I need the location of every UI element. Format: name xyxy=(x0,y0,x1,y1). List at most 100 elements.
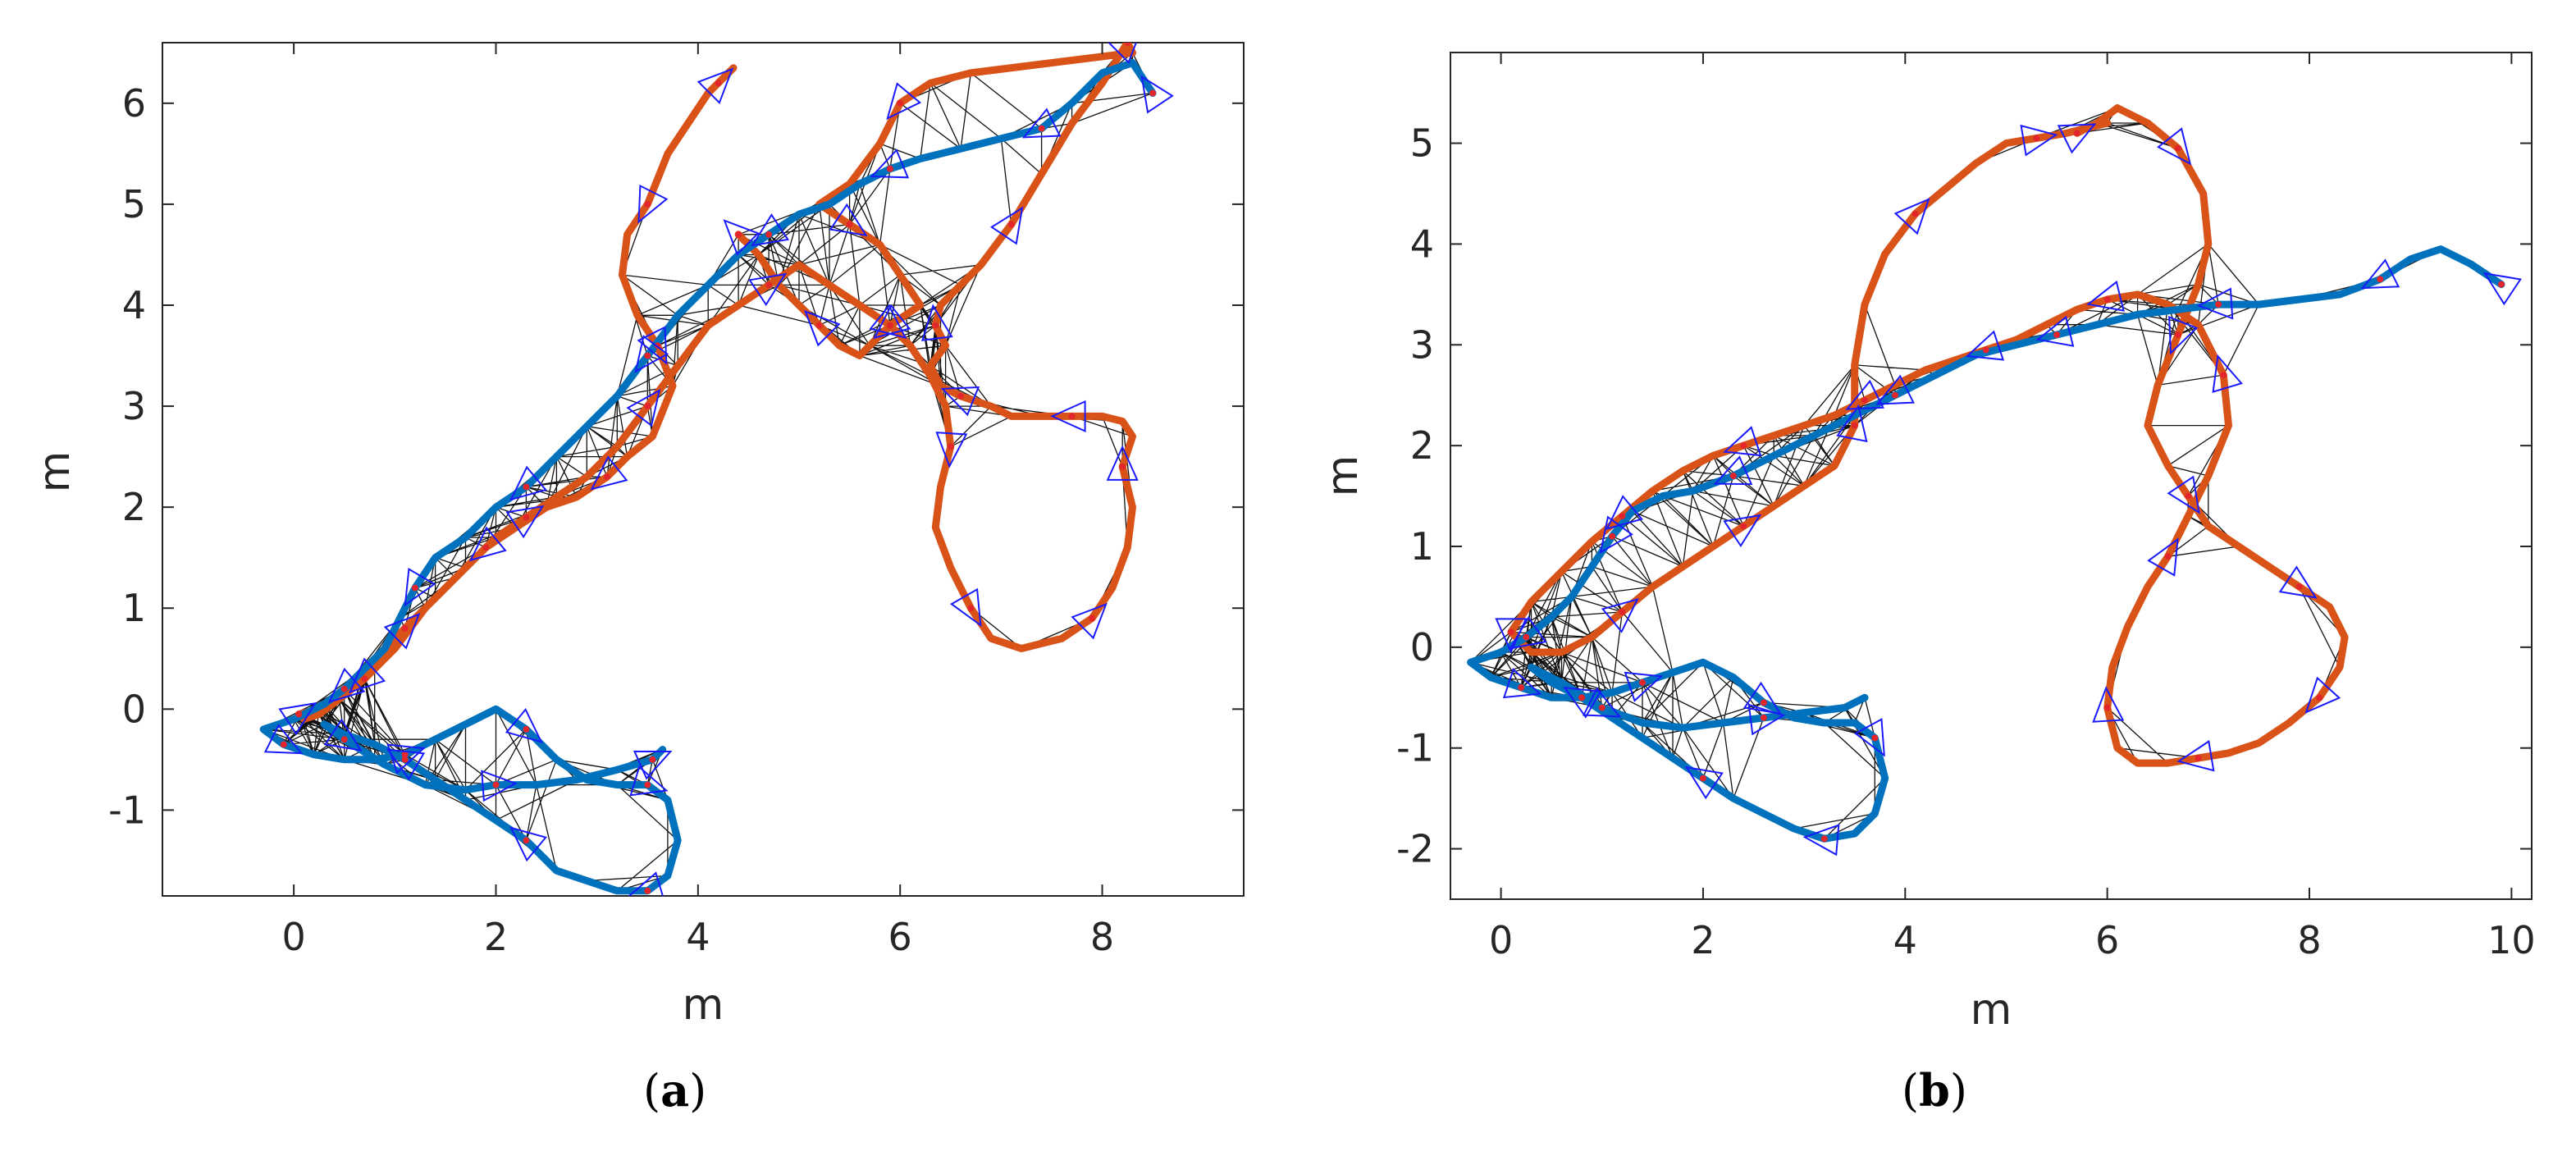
pose-marker xyxy=(723,219,760,256)
y-tick-label: 6 xyxy=(122,81,146,126)
pose-marker xyxy=(990,206,1024,245)
x-axis-label-a: m xyxy=(683,980,724,1030)
y-tick-label: 4 xyxy=(1410,222,1434,266)
series-a xyxy=(259,43,1157,895)
pose-point xyxy=(644,352,651,359)
pose-marker xyxy=(1502,668,1542,699)
pose-marker xyxy=(2168,315,2199,355)
x-tick-label: 0 xyxy=(281,915,305,959)
pose-point xyxy=(1598,704,1605,711)
pose-marker xyxy=(935,432,968,468)
pose-point xyxy=(361,675,368,683)
pose-marker xyxy=(1747,703,1786,736)
pose-point xyxy=(1871,734,1879,742)
pose-point xyxy=(2073,130,2080,137)
pose-point xyxy=(1820,835,1828,843)
pose-marker xyxy=(2196,287,2234,320)
pose-point xyxy=(401,756,409,763)
pose-point xyxy=(1760,699,1767,706)
pose-point xyxy=(1124,43,1131,46)
x-tick-label: 10 xyxy=(2487,918,2536,962)
plot-frame-a xyxy=(162,42,1245,897)
pose-marker xyxy=(2176,739,2215,772)
pose-point xyxy=(846,221,853,228)
panel-b: 0 2 4 6 8 10 -2 -1 0 1 2 3 4 5 m m (b) xyxy=(1318,52,2536,1117)
pose-marker xyxy=(1742,681,1782,715)
pose-point xyxy=(2103,296,2111,303)
y-tick-label: 2 xyxy=(1410,423,1434,468)
pose-point xyxy=(1740,442,1747,450)
plot-frame-b xyxy=(1450,52,2533,900)
pose-point xyxy=(1851,422,1858,429)
pose-point xyxy=(2174,331,2181,338)
x-tick-label: 4 xyxy=(1893,918,1917,962)
pose-point xyxy=(1038,125,1045,132)
pose-marker xyxy=(1965,330,2005,361)
pose-point xyxy=(2195,755,2202,761)
pose-marker xyxy=(1050,400,1086,432)
pose-point xyxy=(523,725,530,733)
pose-marker xyxy=(870,148,910,179)
pose-marker xyxy=(1582,687,1622,718)
pose-marker xyxy=(1601,597,1639,633)
pose-point xyxy=(2498,281,2505,288)
pose-marker xyxy=(940,386,980,417)
pose-marker xyxy=(633,750,673,780)
pose-point xyxy=(1729,473,1737,479)
y-tick-label: 0 xyxy=(122,687,146,731)
pose-point xyxy=(492,781,500,788)
pose-point xyxy=(715,80,722,87)
pose-point xyxy=(2033,135,2040,142)
pose-marker xyxy=(1106,445,1139,481)
pose-point xyxy=(401,624,409,632)
pose-point xyxy=(482,544,490,551)
pose-marker xyxy=(873,304,911,340)
x-tick-label: 6 xyxy=(888,915,912,959)
y-ticks-a: -1 0 1 2 3 4 5 6 xyxy=(108,81,1244,832)
pose-point xyxy=(947,443,954,450)
y-tick-label: 5 xyxy=(1410,121,1434,166)
pose-point xyxy=(1089,615,1096,622)
pose-point xyxy=(1609,532,1616,540)
series-b xyxy=(1467,104,2505,843)
pose-marker xyxy=(1071,602,1108,640)
markers-a xyxy=(263,43,1174,896)
pose-point xyxy=(1578,694,1586,701)
y-tick-label: 1 xyxy=(1410,524,1434,569)
pose-marker xyxy=(590,455,628,491)
series-line-0 xyxy=(1507,104,2349,767)
series-line-0 xyxy=(295,43,1136,724)
y-ticks-b: -2 -1 0 1 2 3 4 5 xyxy=(1396,121,2532,871)
pose-marker xyxy=(629,765,669,797)
pose-marker xyxy=(2086,280,2125,312)
y-tick-label: 3 xyxy=(122,384,146,428)
pose-point xyxy=(957,392,965,400)
pose-point xyxy=(1518,684,1525,691)
pose-point xyxy=(1149,89,1157,97)
pose-marker xyxy=(829,203,868,237)
pose-marker xyxy=(634,335,669,373)
pose-point xyxy=(523,483,530,491)
pose-point xyxy=(644,781,651,788)
pose-marker xyxy=(2360,258,2400,290)
markers-b xyxy=(1495,123,2522,857)
pose-marker xyxy=(348,657,386,694)
pose-point xyxy=(932,322,939,329)
pose-marker xyxy=(327,667,366,704)
pose-marker xyxy=(1563,686,1602,719)
pose-point xyxy=(1760,714,1767,721)
pose-point xyxy=(604,473,610,481)
x-tick-label: 8 xyxy=(2297,918,2321,962)
x-tick-label: 0 xyxy=(1489,918,1513,962)
panel-letter-b: b xyxy=(1919,1064,1950,1117)
pose-point xyxy=(1982,346,1989,354)
pose-marker xyxy=(1893,198,1930,235)
x-tick-label: 4 xyxy=(686,915,710,959)
pose-marker xyxy=(1845,379,1884,410)
pose-point xyxy=(1507,628,1514,636)
pose-point xyxy=(886,165,893,172)
y-tick-label: -1 xyxy=(1396,726,1434,770)
pose-point xyxy=(649,756,656,763)
pose-marker xyxy=(2157,127,2192,166)
pose-marker xyxy=(509,826,547,862)
